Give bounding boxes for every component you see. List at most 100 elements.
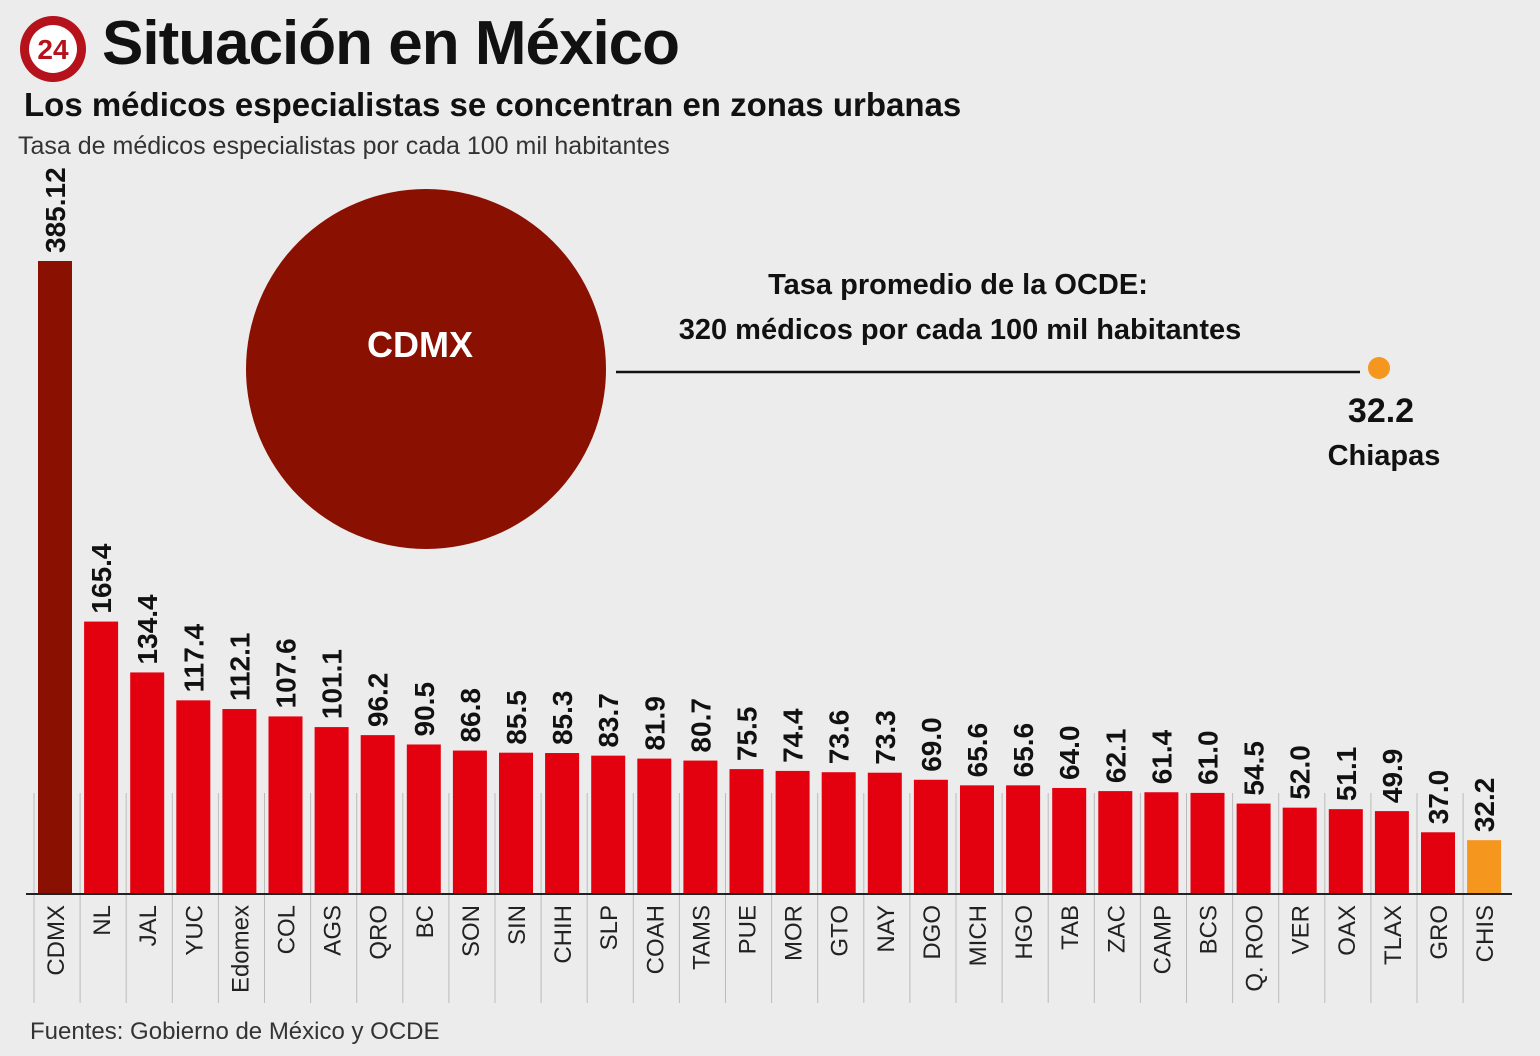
- value-label: 86.8: [455, 688, 486, 743]
- category-label: PUE: [735, 905, 762, 954]
- category-label: ZAC: [1103, 905, 1130, 953]
- page-subtitle: Los médicos especialistas se concentran …: [24, 86, 962, 123]
- bar-dgo: [913, 779, 948, 893]
- value-label: 61.0: [1193, 730, 1224, 785]
- category-label: OAX: [1334, 905, 1361, 956]
- category-label: CHIH: [550, 905, 577, 964]
- value-label: 32.2: [1469, 778, 1500, 833]
- bar-ags: [314, 727, 349, 893]
- category-label: MICH: [965, 905, 992, 966]
- value-label: 65.6: [962, 723, 993, 778]
- value-labels-layer: 385.12 165.4 134.4 117.4 112.1 107.6 101.1 96.2…: [40, 167, 1500, 832]
- bar-slp: [591, 755, 626, 893]
- value-label: 73.3: [870, 710, 901, 765]
- category-label: JAL: [135, 905, 162, 946]
- category-label: NAY: [873, 905, 900, 953]
- bar-hgo: [1006, 785, 1041, 893]
- value-label: 62.1: [1100, 729, 1131, 784]
- category-label: GRO: [1426, 905, 1453, 960]
- chiapas-value: 32.2: [1348, 392, 1414, 430]
- value-label: 64.0: [1054, 725, 1085, 780]
- category-label: MOR: [781, 905, 808, 961]
- bar-jal: [130, 672, 165, 893]
- bar-gro: [1421, 832, 1455, 893]
- value-label: 37.0: [1423, 770, 1454, 825]
- bar-nl: [84, 621, 119, 893]
- bar-bcs: [1190, 792, 1225, 893]
- ocde-label-line1: Tasa promedio de la OCDE:: [768, 269, 1148, 301]
- category-label: Edomex: [227, 905, 254, 993]
- category-label: AGS: [320, 905, 347, 956]
- bar-tams: [683, 760, 718, 893]
- bar-mich: [960, 785, 994, 893]
- category-label: NL: [89, 905, 116, 936]
- value-label: 107.6: [271, 638, 302, 708]
- cdmx-circle-label: CDMX: [367, 324, 473, 365]
- bar-q-roo: [1236, 803, 1271, 893]
- bar-son: [452, 750, 487, 893]
- category-label: Q. ROO: [1242, 905, 1269, 992]
- category-label: YUC: [181, 905, 208, 956]
- value-label: 61.4: [1146, 729, 1177, 784]
- cdmx-circle: [246, 189, 606, 549]
- bar-qro: [360, 735, 395, 893]
- value-label: 52.0: [1285, 745, 1316, 800]
- bar-tab: [1052, 787, 1087, 893]
- category-label: CHIS: [1472, 905, 1499, 962]
- bar-chih: [545, 753, 580, 893]
- category-label: HGO: [1011, 905, 1038, 960]
- value-label: 96.2: [363, 673, 394, 728]
- value-label: 101.1: [317, 649, 348, 719]
- category-label: SON: [458, 905, 485, 957]
- value-label: 80.7: [685, 698, 716, 753]
- bar-yuc: [176, 700, 211, 893]
- logo-inner: [29, 25, 77, 73]
- value-label: 83.7: [593, 693, 624, 748]
- value-label: 74.4: [778, 708, 809, 763]
- category-label: CDMX: [43, 905, 70, 976]
- bar-gto: [821, 772, 856, 893]
- bar-cdmx: [38, 261, 72, 893]
- value-label: 69.0: [916, 717, 947, 772]
- bar-mor: [775, 770, 810, 893]
- value-label: 75.5: [732, 707, 763, 762]
- value-label: 54.5: [1239, 741, 1270, 796]
- bar-pue: [729, 769, 764, 893]
- bar-zac: [1098, 791, 1133, 893]
- value-label: 117.4: [178, 623, 209, 692]
- value-label: 85.5: [501, 690, 532, 745]
- bar-nay: [867, 772, 902, 893]
- value-label: 49.9: [1377, 749, 1408, 804]
- value-label: 81.9: [639, 696, 670, 751]
- value-label: 90.5: [409, 682, 440, 737]
- logo-24-horas: 24: [20, 16, 86, 82]
- category-label: DGO: [919, 905, 946, 960]
- chiapas-label: Chiapas: [1328, 440, 1441, 472]
- bar-coah: [637, 758, 672, 893]
- bars-layer: [33, 261, 1502, 1003]
- category-label: TAMS: [688, 905, 715, 970]
- category-labels-layer: CDMX NL JAL YUC Edomex COL AGS QRO BC SON SIN CHIH S…: [43, 905, 1499, 993]
- category-label: COAH: [642, 905, 669, 974]
- bar-oax: [1328, 809, 1363, 893]
- chart-caption: Tasa de médicos especialistas por cada 1…: [18, 132, 670, 160]
- value-label: 165.4: [86, 543, 117, 613]
- category-label: BC: [412, 905, 439, 938]
- category-label: TLAX: [1380, 905, 1407, 965]
- category-label: QRO: [366, 905, 393, 960]
- category-label: SIN: [504, 905, 531, 945]
- bar-tlax: [1374, 811, 1409, 893]
- value-label: 112.1: [224, 633, 255, 702]
- bar-sin: [499, 752, 533, 893]
- category-label: SLP: [596, 905, 623, 950]
- value-label: 73.6: [824, 710, 855, 765]
- category-label: CAMP: [1149, 905, 1176, 974]
- bar-camp: [1144, 792, 1179, 893]
- category-label: BCS: [1196, 905, 1223, 954]
- bar-bc: [406, 744, 441, 893]
- source-note: Fuentes: Gobierno de México y OCDE: [30, 1018, 440, 1045]
- value-label: 65.6: [1008, 723, 1039, 778]
- category-label: TAB: [1057, 905, 1084, 950]
- value-label: 85.3: [547, 691, 578, 746]
